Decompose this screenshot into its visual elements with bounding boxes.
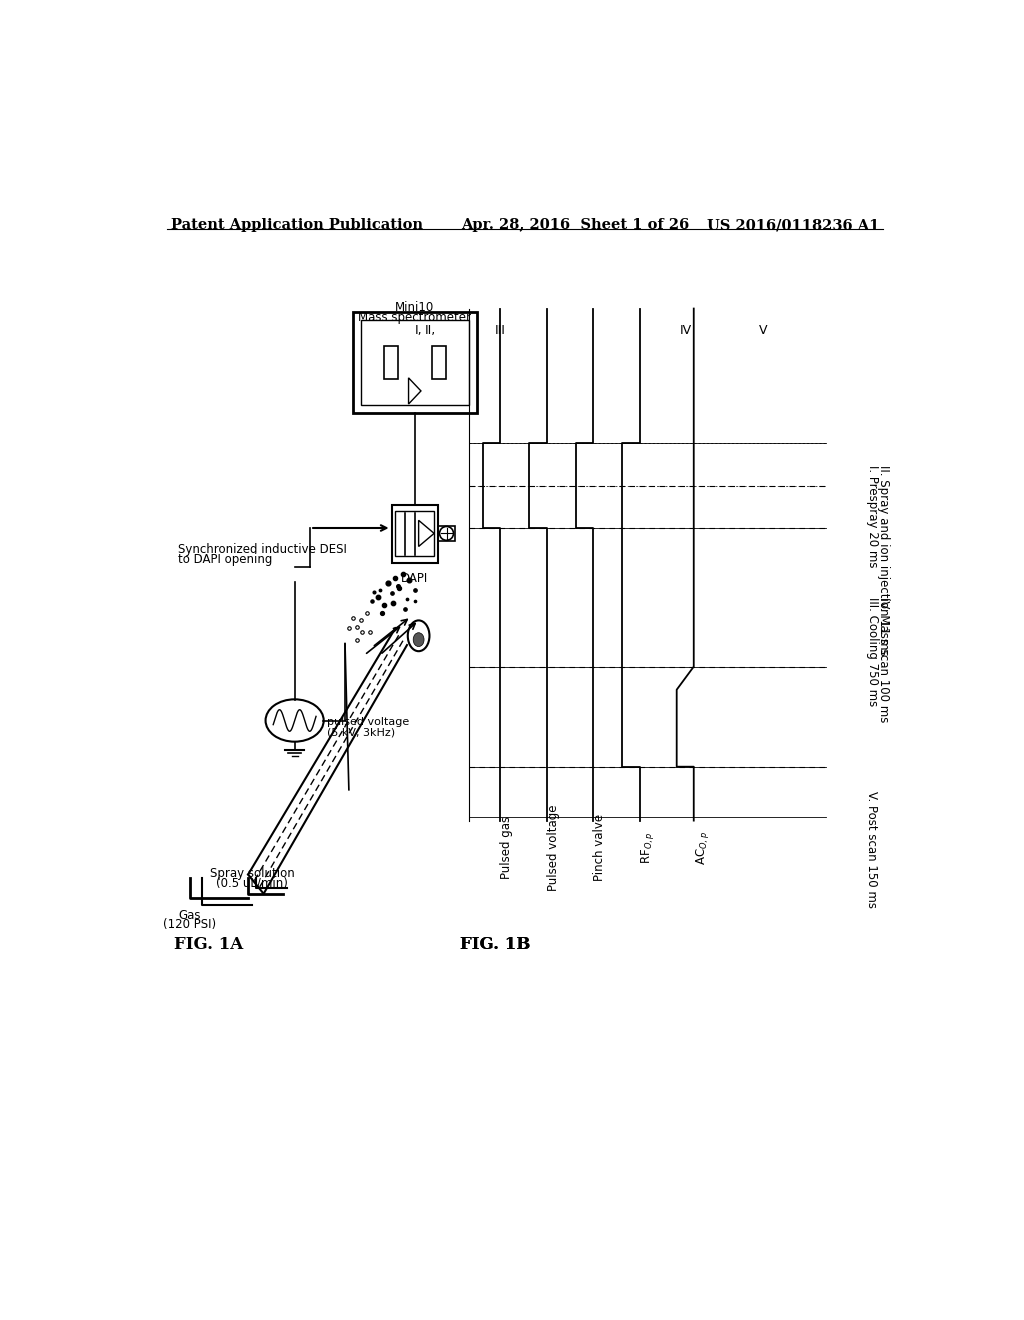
Text: FIG. 1B: FIG. 1B <box>460 936 530 953</box>
Text: FIG. 1A: FIG. 1A <box>174 936 244 953</box>
Text: IV. Mass scan 100 ms: IV. Mass scan 100 ms <box>878 598 890 722</box>
Text: II. Spray and ion injection 11 ms.: II. Spray and ion injection 11 ms. <box>878 465 890 659</box>
Text: IV: IV <box>680 323 692 337</box>
Text: V: V <box>759 323 768 337</box>
Text: III. Cooling 750 ms: III. Cooling 750 ms <box>865 598 879 706</box>
Text: I,: I, <box>415 323 423 337</box>
Text: (120 PSI): (120 PSI) <box>164 919 216 932</box>
Text: DAPI: DAPI <box>401 572 428 585</box>
Bar <box>438 525 455 541</box>
Bar <box>395 511 434 557</box>
Text: Synchronized inductive DESI: Synchronized inductive DESI <box>178 544 347 557</box>
Text: pulsed voltage: pulsed voltage <box>328 717 410 726</box>
Text: US 2016/0118236 A1: US 2016/0118236 A1 <box>708 218 880 232</box>
Text: Mass spectrometer: Mass spectrometer <box>358 312 471 323</box>
Text: AC$_{O,p}$: AC$_{O,p}$ <box>693 830 711 865</box>
Text: FIG. 1B: FIG. 1B <box>460 936 530 953</box>
Text: to DAPI opening: to DAPI opening <box>178 553 272 566</box>
Text: Mini10: Mini10 <box>395 301 434 314</box>
Text: (0.5 uL/min): (0.5 uL/min) <box>216 876 288 890</box>
Text: (5 kV, 3kHz): (5 kV, 3kHz) <box>328 727 395 738</box>
Text: V. Post scan 150 ms: V. Post scan 150 ms <box>865 792 879 908</box>
Text: Spray solution: Spray solution <box>210 867 294 880</box>
Text: Patent Application Publication: Patent Application Publication <box>171 218 423 232</box>
Bar <box>360 321 469 405</box>
Text: III: III <box>495 323 506 337</box>
Text: Pinch valve: Pinch valve <box>593 814 606 882</box>
Text: Apr. 28, 2016  Sheet 1 of 26: Apr. 28, 2016 Sheet 1 of 26 <box>461 218 689 232</box>
Bar <box>384 346 397 379</box>
Bar <box>391 506 438 562</box>
Bar <box>352 313 477 412</box>
Text: Pulsed voltage: Pulsed voltage <box>547 804 559 891</box>
Text: RF$_{O,p}$: RF$_{O,p}$ <box>640 832 656 863</box>
Bar <box>432 346 445 379</box>
Text: Gas: Gas <box>179 909 202 923</box>
Text: II,: II, <box>425 323 436 337</box>
Text: I. Prespray 20 ms: I. Prespray 20 ms <box>865 465 879 568</box>
Ellipse shape <box>414 632 424 647</box>
Text: Pulsed gas: Pulsed gas <box>500 816 513 879</box>
